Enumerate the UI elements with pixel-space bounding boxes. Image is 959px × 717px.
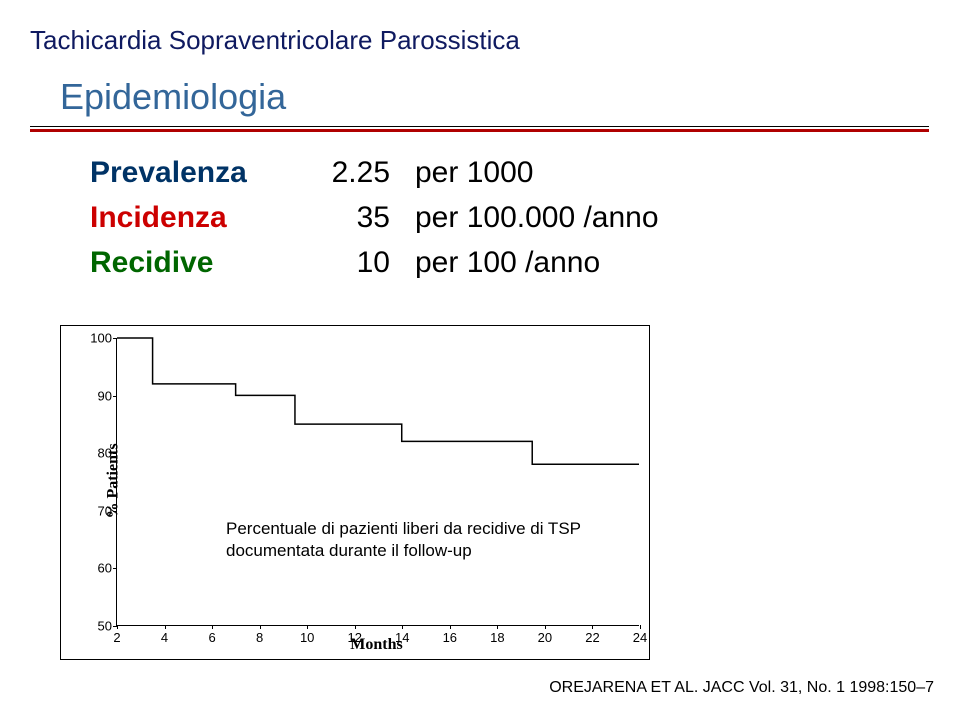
citation: OREJARENA ET AL. JACC Vol. 31, No. 1 199… (549, 679, 934, 697)
x-tick-label: 8 (256, 630, 263, 645)
stat-value: 2.25 (325, 150, 415, 195)
page-subtitle: Epidemiologia (60, 76, 929, 118)
page-title: Tachicardia Sopraventricolare Parossisti… (30, 25, 929, 56)
stat-label: Incidenza (90, 195, 325, 240)
x-tick-label: 20 (538, 630, 552, 645)
x-tick-label: 2 (113, 630, 120, 645)
stat-row: Prevalenza 2.25 per 1000 (90, 150, 929, 195)
stat-unit: per 1000 (415, 150, 533, 195)
stat-value: 35 (325, 195, 415, 240)
x-tick-label: 6 (208, 630, 215, 645)
chart-caption: Percentuale di pazienti liberi da recidi… (226, 518, 616, 562)
stat-label: Recidive (90, 240, 325, 285)
divider (30, 126, 929, 132)
stat-label: Prevalenza (90, 150, 325, 195)
y-tick-label: 90 (82, 388, 112, 403)
y-tick-label: 60 (82, 561, 112, 576)
x-tick-label: 4 (161, 630, 168, 645)
plot-area: 506070809010024681012141618202224 (116, 338, 639, 626)
y-tick-label: 70 (82, 503, 112, 518)
stat-unit: per 100.000 /anno (415, 195, 659, 240)
stat-unit: per 100 /anno (415, 240, 600, 285)
y-tick-label: 50 (82, 619, 112, 634)
stat-row: Incidenza 35 per 100.000 /anno (90, 195, 929, 240)
stat-row: Recidive 10 per 100 /anno (90, 240, 929, 285)
x-tick-label: 24 (633, 630, 647, 645)
survival-chart: % Patients Months 5060708090100246810121… (60, 325, 650, 660)
stats-block: Prevalenza 2.25 per 1000 Incidenza 35 pe… (90, 150, 929, 285)
x-tick-label: 18 (490, 630, 504, 645)
x-tick-label: 22 (585, 630, 599, 645)
step-line (117, 338, 639, 625)
x-tick-label: 10 (300, 630, 314, 645)
stat-value: 10 (325, 240, 415, 285)
x-tick-label: 16 (443, 630, 457, 645)
x-tick-label: 14 (395, 630, 409, 645)
y-tick-label: 100 (82, 331, 112, 346)
x-tick-label: 12 (347, 630, 361, 645)
y-tick-label: 80 (82, 446, 112, 461)
